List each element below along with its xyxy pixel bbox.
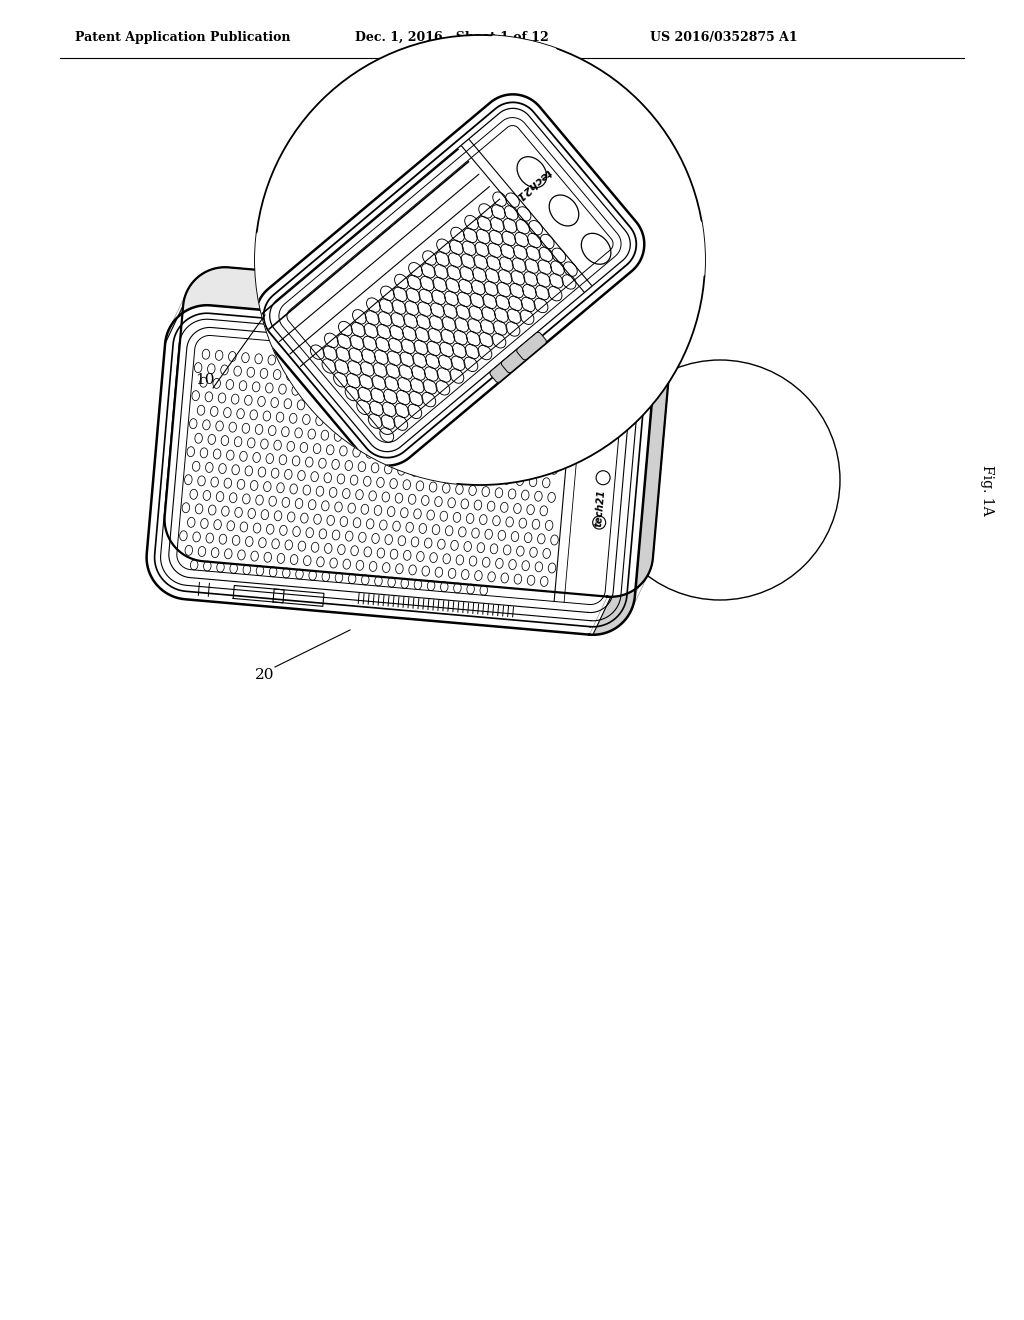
Point xyxy=(253,309,265,325)
Polygon shape xyxy=(165,267,672,387)
Text: Fig. 1A: Fig. 1A xyxy=(980,465,994,515)
Point xyxy=(284,346,296,362)
Polygon shape xyxy=(502,345,531,372)
Point xyxy=(263,321,275,337)
Polygon shape xyxy=(146,305,653,635)
Point xyxy=(463,132,475,148)
Point xyxy=(473,166,485,182)
Point xyxy=(494,191,506,207)
Text: Patent Application Publication: Patent Application Publication xyxy=(75,30,291,44)
Point xyxy=(586,277,598,293)
Text: Dec. 1, 2016   Sheet 1 of 12: Dec. 1, 2016 Sheet 1 of 12 xyxy=(355,30,549,44)
Line: 2 pts: 2 pts xyxy=(290,186,489,354)
Text: tech21: tech21 xyxy=(594,488,607,527)
Circle shape xyxy=(255,36,705,484)
Point xyxy=(578,284,590,300)
Text: 10: 10 xyxy=(196,374,215,387)
Point xyxy=(456,139,468,154)
Point xyxy=(452,141,464,157)
Line: 2 pts: 2 pts xyxy=(300,199,500,366)
Line: 2 pts: 2 pts xyxy=(462,147,584,292)
Ellipse shape xyxy=(376,297,393,309)
Polygon shape xyxy=(489,355,519,383)
Line: 2 pts: 2 pts xyxy=(259,149,458,317)
Polygon shape xyxy=(590,302,672,635)
Polygon shape xyxy=(165,267,672,597)
Polygon shape xyxy=(185,24,715,536)
Line: 2 pts: 2 pts xyxy=(280,174,479,342)
Polygon shape xyxy=(517,333,546,360)
Text: 20: 20 xyxy=(255,668,274,682)
Point xyxy=(273,334,286,350)
Line: 2 pts: 2 pts xyxy=(469,140,592,285)
Point xyxy=(483,178,496,194)
Text: US 2016/0352875 A1: US 2016/0352875 A1 xyxy=(650,30,798,44)
Line: 2 pts: 2 pts xyxy=(269,162,468,329)
Text: tech21: tech21 xyxy=(513,166,553,202)
Point xyxy=(462,154,474,170)
Point xyxy=(294,358,306,374)
